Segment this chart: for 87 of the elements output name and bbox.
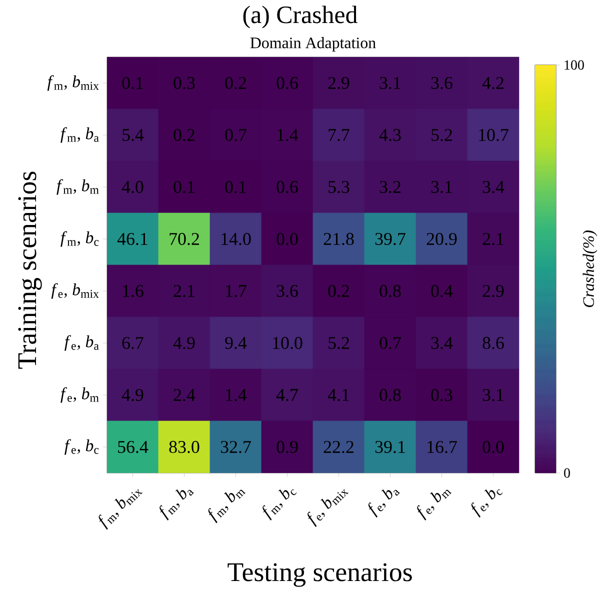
x-tick-label: f$_{e}$, b$_{c}$ [471, 489, 503, 518]
data-label: 0.2 [225, 76, 246, 90]
chart-subtitle: Domain Adaptation [250, 37, 376, 52]
data-label: 2.9 [482, 284, 504, 298]
data-label: 4.9 [173, 336, 195, 350]
data-label: 2.1 [174, 284, 194, 298]
data-label: 3.4 [431, 336, 453, 350]
data-label: 3.1 [431, 180, 452, 194]
x-tick-label: f$_{m}$, b$_{m}$ [208, 490, 246, 524]
x-tick-label: f$_{m}$, b$_{mix}$ [98, 489, 143, 530]
data-label: 56.4 [118, 440, 148, 454]
data-label: 0.8 [380, 284, 401, 298]
data-label: 5.2 [328, 336, 349, 350]
chart-title: (a) Crashed [243, 6, 358, 28]
data-label: 5.2 [432, 128, 452, 142]
y-axis-title: Training scenarios [18, 172, 42, 369]
data-label: 4.2 [482, 76, 504, 90]
data-label: 0.1 [174, 180, 194, 194]
data-label: 0.2 [174, 128, 194, 142]
data-label: 21.8 [324, 232, 354, 246]
data-label: 5.4 [122, 128, 144, 142]
data-label: 4.7 [276, 388, 298, 402]
data-label: 3.2 [380, 180, 400, 194]
data-label: 4.1 [328, 388, 349, 402]
data-label: 9.4 [225, 336, 247, 350]
data-label: 0.7 [380, 336, 401, 350]
data-label: 8.6 [482, 336, 504, 350]
y-tick-label: f$_{e}$, b$_{c}$ [64, 439, 99, 455]
data-label: 6.7 [122, 336, 144, 350]
data-label: 70.2 [170, 232, 199, 246]
data-label: 7.7 [328, 129, 350, 141]
color-bar-label: 0 [564, 468, 570, 478]
y-tick-label: f$_{e}$, b$_{mix}$ [51, 283, 99, 299]
data-label: 0.0 [276, 232, 298, 246]
data-label: 1.7 [226, 284, 246, 298]
data-label: 0.3 [431, 388, 452, 402]
data-label: 0.9 [276, 440, 298, 454]
y-tick-label: f$_{e}$, b$_{a}$ [64, 335, 99, 351]
data-label: 0.8 [380, 388, 401, 402]
data-label: 3.6 [276, 284, 298, 298]
data-label: 10.7 [479, 128, 508, 142]
x-tick-label: f$_{e}$, b$_{mix}$ [308, 489, 349, 527]
data-label: 1.6 [123, 284, 144, 298]
data-label: 2.4 [174, 388, 196, 402]
data-label: 14.0 [222, 232, 251, 246]
data-label: 16.7 [428, 440, 457, 454]
data-label: 3.4 [482, 180, 504, 194]
color-bar-title: Crashed(%) [582, 230, 598, 308]
data-label: 3.6 [431, 76, 452, 90]
data-label: 46.1 [117, 232, 148, 246]
data-label: 0.1 [225, 180, 246, 194]
data-label: 1.4 [278, 128, 298, 142]
data-label: 0.6 [276, 76, 298, 90]
data-label: 0.2 [328, 284, 349, 298]
data-label: 2.9 [328, 76, 350, 90]
data-label: 4.9 [122, 388, 144, 402]
data-label: 2.1 [482, 232, 504, 246]
data-label: 3.1 [482, 388, 504, 402]
data-label: 0.3 [174, 76, 195, 90]
color-bar-label: 100 [564, 60, 584, 70]
y-tick-label: f$_{m}$, b$_{a}$ [60, 127, 99, 143]
data-label: 4.3 [379, 128, 401, 142]
data-label: 3.1 [380, 76, 400, 90]
data-label: 39.1 [375, 440, 405, 454]
x-tick-label: f$_{e}$, b$_{a}$ [368, 489, 400, 518]
y-tick-label: f$_{m}$, b$_{c}$ [60, 231, 99, 247]
data-label: 4.0 [122, 180, 144, 194]
y-tick-label: f$_{m}$, b$_{m}$ [56, 179, 99, 195]
data-label: 5.3 [328, 180, 350, 194]
data-label: 39.7 [375, 232, 406, 246]
x-axis-title: Testing scenarios [228, 563, 412, 587]
y-tick-label: f$_{m}$, b$_{mix}$ [47, 75, 99, 91]
x-tick-label: f$_{m}$, b$_{a}$ [160, 489, 194, 520]
data-label: 10.0 [273, 336, 302, 350]
data-label: 0.0 [482, 440, 504, 454]
data-label: 32.7 [220, 440, 251, 454]
data-label: 0.7 [225, 128, 246, 142]
data-label: 1.4 [226, 388, 247, 402]
data-label: 0.1 [122, 76, 143, 90]
x-tick-label: f$_{m}$, b$_{c}$ [262, 489, 297, 520]
data-label: 0.4 [431, 284, 453, 298]
y-tick-label: f$_{e}$, b$_{m}$ [60, 387, 99, 403]
data-label: 20.9 [426, 232, 457, 246]
data-label: 22.2 [324, 440, 354, 454]
data-label: 0.6 [276, 180, 298, 194]
data-label: 83.0 [169, 440, 200, 454]
x-tick-label: f$_{e}$, b$_{m}$ [417, 490, 452, 520]
